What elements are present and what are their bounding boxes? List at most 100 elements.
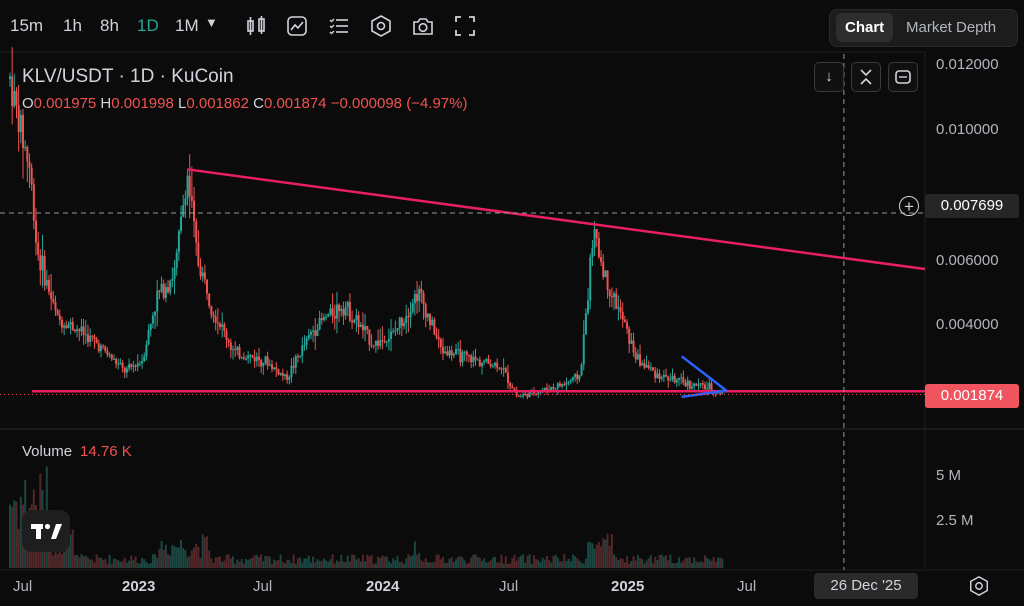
timeframe-dropdown-chevron-icon[interactable]: ▼ <box>205 15 218 30</box>
volume-bar <box>394 560 397 568</box>
volume-bar <box>682 560 685 568</box>
settings-hex-icon[interactable] <box>369 14 393 38</box>
candle-body <box>143 356 146 362</box>
volume-bar <box>647 558 650 568</box>
candle-body <box>671 375 674 380</box>
volume-bar <box>63 551 66 568</box>
volume-bar <box>145 561 148 568</box>
timeframe-15m[interactable]: 15m <box>10 16 44 35</box>
candle-body <box>234 349 237 351</box>
volume-bar <box>322 558 325 568</box>
volume-bar <box>548 560 551 568</box>
timeframe-1d[interactable]: 1D <box>137 16 159 35</box>
candle-body <box>273 367 276 369</box>
volume-bar <box>602 538 605 568</box>
candle-body <box>361 324 364 331</box>
reset-view-button[interactable] <box>888 62 918 92</box>
volume-bar <box>626 556 629 568</box>
volume-bar <box>565 560 568 568</box>
candle-body <box>67 324 70 329</box>
volume-bar <box>136 563 139 568</box>
volume-bar <box>589 541 592 568</box>
timeframe-1m[interactable]: 1M <box>175 16 199 35</box>
candle-body <box>584 313 587 335</box>
snapshot-icon[interactable] <box>411 14 435 38</box>
volume-bar <box>543 559 546 568</box>
last-price-tag: 0.001874 <box>925 384 1019 408</box>
volume-bar <box>236 559 239 568</box>
candle-body <box>327 314 330 317</box>
volume-bar <box>483 558 486 568</box>
candle-body <box>136 363 139 367</box>
tab-market-depth[interactable]: Market Depth <box>906 19 997 36</box>
watchlist-icon[interactable] <box>327 14 351 38</box>
candle-body <box>99 345 102 352</box>
candle-body <box>691 386 694 389</box>
tab-chart[interactable]: Chart <box>836 13 894 42</box>
volume-bar <box>643 563 646 568</box>
candle-body <box>225 331 228 340</box>
volume-bar <box>667 560 670 568</box>
candle-body <box>173 267 176 279</box>
candle-body <box>708 383 711 389</box>
tradingview-logo <box>22 510 70 552</box>
volume-bar <box>93 562 96 568</box>
volume-bar <box>437 554 440 568</box>
time-axis-label: Jul <box>13 578 33 595</box>
axis-settings-icon[interactable] <box>968 575 990 597</box>
candle-body <box>260 359 263 367</box>
volume-bar <box>405 558 408 568</box>
candle-body <box>9 76 11 79</box>
scroll-down-button[interactable]: ↓ <box>814 62 844 92</box>
add-alert-plus-icon[interactable]: + <box>899 196 919 216</box>
timeframe-1h[interactable]: 1h <box>63 16 82 35</box>
candle-body <box>322 317 325 320</box>
volume-bar <box>606 533 609 568</box>
candle-body <box>156 290 159 312</box>
volume-bar <box>632 556 635 568</box>
volume-bar <box>576 558 579 568</box>
candle-body <box>286 374 289 380</box>
candle-body <box>364 326 367 331</box>
candle-body <box>519 396 522 398</box>
volume-bar <box>9 504 11 568</box>
drawing-icon[interactable] <box>285 14 309 38</box>
collapse-button[interactable] <box>851 62 881 92</box>
time-axis-label: Jul <box>253 578 273 595</box>
candle-body <box>208 293 211 306</box>
candle-body <box>199 265 202 277</box>
candle-body <box>582 334 585 365</box>
volume-bar <box>636 554 639 568</box>
candle-body <box>487 359 490 364</box>
candle-body <box>121 362 124 368</box>
volume-bar <box>396 555 399 568</box>
volume-bar <box>420 560 423 568</box>
timeframe-8h[interactable]: 8h <box>100 16 119 35</box>
descending-trendline <box>186 168 926 271</box>
candle-body <box>351 320 354 323</box>
volume-bar <box>99 558 102 568</box>
candle-body <box>134 365 137 367</box>
candle-body <box>82 326 85 336</box>
candle-body <box>119 362 122 364</box>
volume-bar <box>517 557 520 568</box>
candle-body <box>102 345 105 347</box>
fullscreen-icon[interactable] <box>453 14 477 38</box>
volume-bar <box>154 554 157 568</box>
volume-bar <box>257 556 260 568</box>
indicators-icon[interactable] <box>244 14 268 38</box>
candle-body <box>106 350 109 355</box>
candle-body <box>439 339 442 348</box>
candle-body <box>219 323 222 327</box>
volume-bar <box>251 557 254 568</box>
volume-bar <box>558 561 561 568</box>
volume-bar <box>249 558 252 568</box>
candle-body <box>496 362 499 368</box>
volume-bar <box>595 544 598 568</box>
volume-bar <box>660 554 663 568</box>
candle-body <box>240 357 243 359</box>
volume-bar <box>385 556 388 568</box>
time-axis-label: 2024 <box>366 578 400 595</box>
volume-bar <box>550 562 553 568</box>
